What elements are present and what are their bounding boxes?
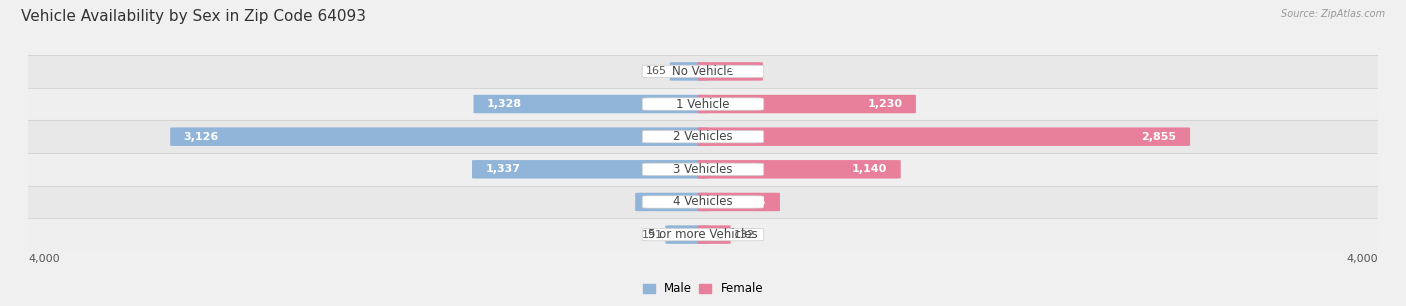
Text: 2,855: 2,855 xyxy=(1142,132,1177,142)
FancyBboxPatch shape xyxy=(636,193,709,211)
FancyBboxPatch shape xyxy=(643,163,763,176)
Legend: Male, Female: Male, Female xyxy=(638,278,768,300)
Text: 1 Vehicle: 1 Vehicle xyxy=(676,98,730,110)
Text: 3,126: 3,126 xyxy=(184,132,219,142)
Text: 4,000: 4,000 xyxy=(28,254,59,263)
FancyBboxPatch shape xyxy=(697,160,901,179)
Text: Source: ZipAtlas.com: Source: ZipAtlas.com xyxy=(1281,9,1385,19)
Text: 2 Vehicles: 2 Vehicles xyxy=(673,130,733,143)
Bar xyxy=(28,218,1378,251)
Bar xyxy=(28,186,1378,218)
Text: 165: 165 xyxy=(647,66,666,76)
FancyBboxPatch shape xyxy=(643,196,763,208)
Bar xyxy=(28,88,1378,120)
FancyBboxPatch shape xyxy=(669,62,709,81)
Text: 1,337: 1,337 xyxy=(485,164,520,174)
Text: 1,140: 1,140 xyxy=(852,164,887,174)
FancyBboxPatch shape xyxy=(643,65,763,78)
Text: 5 or more Vehicles: 5 or more Vehicles xyxy=(648,228,758,241)
Text: 1,230: 1,230 xyxy=(868,99,903,109)
Text: 424: 424 xyxy=(742,197,766,207)
FancyBboxPatch shape xyxy=(170,127,709,146)
FancyBboxPatch shape xyxy=(472,160,709,179)
FancyBboxPatch shape xyxy=(697,127,1189,146)
Text: 191: 191 xyxy=(641,230,662,240)
FancyBboxPatch shape xyxy=(697,193,780,211)
Bar xyxy=(28,55,1378,88)
Text: 370: 370 xyxy=(648,197,672,207)
Text: 3 Vehicles: 3 Vehicles xyxy=(673,163,733,176)
Bar xyxy=(28,120,1378,153)
Text: Vehicle Availability by Sex in Zip Code 64093: Vehicle Availability by Sex in Zip Code … xyxy=(21,9,366,24)
Text: 323: 323 xyxy=(727,66,749,76)
FancyBboxPatch shape xyxy=(643,98,763,110)
FancyBboxPatch shape xyxy=(697,225,731,244)
Text: No Vehicle: No Vehicle xyxy=(672,65,734,78)
FancyBboxPatch shape xyxy=(697,95,915,113)
Text: 4 Vehicles: 4 Vehicles xyxy=(673,196,733,208)
Text: 1,328: 1,328 xyxy=(486,99,522,109)
FancyBboxPatch shape xyxy=(643,130,763,143)
FancyBboxPatch shape xyxy=(474,95,709,113)
FancyBboxPatch shape xyxy=(665,225,709,244)
FancyBboxPatch shape xyxy=(643,228,763,241)
Text: 132: 132 xyxy=(734,230,755,240)
Bar xyxy=(28,153,1378,186)
FancyBboxPatch shape xyxy=(697,62,763,81)
Text: 4,000: 4,000 xyxy=(1347,254,1378,263)
